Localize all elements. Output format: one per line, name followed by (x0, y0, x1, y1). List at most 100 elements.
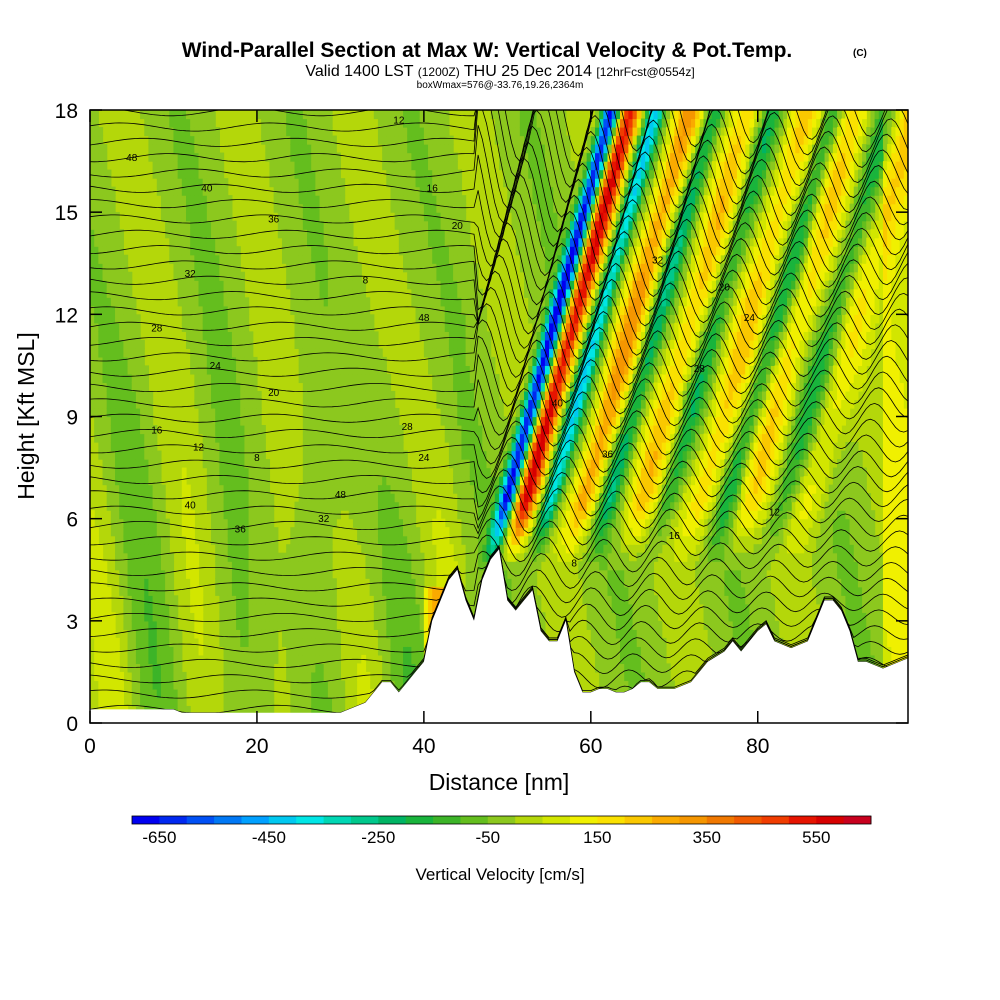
velocity-cell (198, 178, 204, 188)
velocity-cell (240, 510, 246, 520)
velocity-cell (173, 663, 179, 673)
velocity-cell (411, 603, 417, 613)
velocity-cell (494, 527, 500, 537)
velocity-cell (344, 348, 350, 358)
velocity-cell (190, 237, 195, 247)
velocity-cell (198, 161, 204, 171)
velocity-cell (365, 450, 371, 460)
velocity-cell (202, 263, 208, 273)
velocity-cell (365, 442, 371, 452)
velocity-cell (357, 382, 362, 392)
velocity-cell (261, 510, 266, 520)
velocity-cell (110, 305, 116, 315)
velocity-cell (248, 654, 254, 664)
velocity-cell (511, 527, 517, 537)
velocity-cell (473, 399, 479, 409)
velocity-cell (198, 416, 204, 426)
velocity-cell (265, 705, 271, 716)
velocity-cell (236, 569, 241, 579)
velocity-cell (332, 663, 337, 673)
velocity-cell (515, 586, 521, 596)
velocity-cell (194, 246, 200, 256)
velocity-cell (219, 399, 225, 409)
velocity-cell (294, 518, 300, 528)
velocity-cell (231, 637, 237, 647)
velocity-cell (298, 373, 304, 384)
velocity-cell (98, 271, 104, 281)
velocity-cell (327, 501, 333, 511)
velocity-cell (94, 390, 99, 401)
velocity-cell (177, 254, 183, 264)
velocity-cell (319, 322, 325, 332)
velocity-cell (415, 646, 421, 656)
velocity-cell (302, 322, 308, 332)
velocity-cell (240, 433, 246, 443)
velocity-cell (369, 407, 375, 418)
velocity-cell (436, 169, 442, 179)
velocity-cell (256, 407, 262, 418)
velocity-cell (160, 118, 166, 128)
velocity-cell (323, 425, 329, 435)
velocity-cell (177, 629, 183, 639)
velocity-cell (131, 297, 137, 307)
velocity-cell (156, 144, 162, 154)
velocity-cell (131, 629, 137, 639)
velocity-cell (411, 237, 417, 247)
velocity-cell (407, 178, 412, 188)
velocity-cell (323, 603, 329, 613)
velocity-cell (90, 144, 95, 154)
velocity-cell (444, 212, 450, 222)
velocity-cell (94, 433, 99, 443)
velocity-cell (215, 229, 220, 239)
velocity-cell (181, 288, 187, 298)
velocity-cell (327, 331, 333, 341)
velocity-cell (436, 552, 442, 562)
velocity-cell (302, 544, 308, 554)
velocity-cell (473, 578, 479, 588)
velocity-cell (119, 246, 124, 256)
velocity-cell (236, 637, 241, 647)
velocity-cell (298, 263, 304, 273)
velocity-cell (144, 569, 150, 579)
velocity-cell (302, 263, 308, 273)
velocity-cell (211, 161, 216, 171)
velocity-cell (106, 195, 112, 205)
velocity-cell (386, 110, 392, 120)
velocity-cell (94, 416, 99, 426)
velocity-cell (365, 493, 371, 503)
velocity-cell (386, 152, 392, 162)
velocity-cell (140, 339, 145, 349)
velocity-cell (336, 663, 341, 673)
velocity-cell (152, 654, 158, 664)
velocity-cell (131, 433, 137, 443)
velocity-cell (215, 552, 220, 562)
velocity-cell (135, 552, 141, 562)
velocity-cell (365, 569, 371, 579)
velocity-cell (457, 280, 463, 290)
velocity-cell (135, 399, 141, 409)
velocity-cell (319, 212, 325, 222)
velocity-cell (236, 484, 241, 494)
velocity-cell (231, 697, 237, 707)
velocity-cell (244, 620, 250, 630)
velocity-cell (273, 135, 279, 145)
velocity-cell (352, 305, 358, 315)
velocity-cell (457, 348, 463, 358)
velocity-cell (323, 339, 329, 349)
velocity-cell (419, 212, 425, 222)
velocity-cell (428, 169, 433, 179)
velocity-cell (90, 620, 95, 630)
velocity-cell (211, 450, 216, 460)
velocity-cell (261, 535, 266, 545)
velocity-cell (273, 169, 279, 179)
velocity-cell (94, 637, 99, 647)
velocity-cell (123, 493, 129, 503)
velocity-cell (127, 356, 133, 367)
velocity-cell (357, 501, 362, 511)
velocity-cell (361, 450, 367, 460)
velocity-cell (144, 586, 150, 596)
velocity-cell (377, 510, 383, 520)
velocity-cell (211, 322, 216, 332)
velocity-cell (327, 544, 333, 554)
velocity-cell (428, 152, 433, 162)
